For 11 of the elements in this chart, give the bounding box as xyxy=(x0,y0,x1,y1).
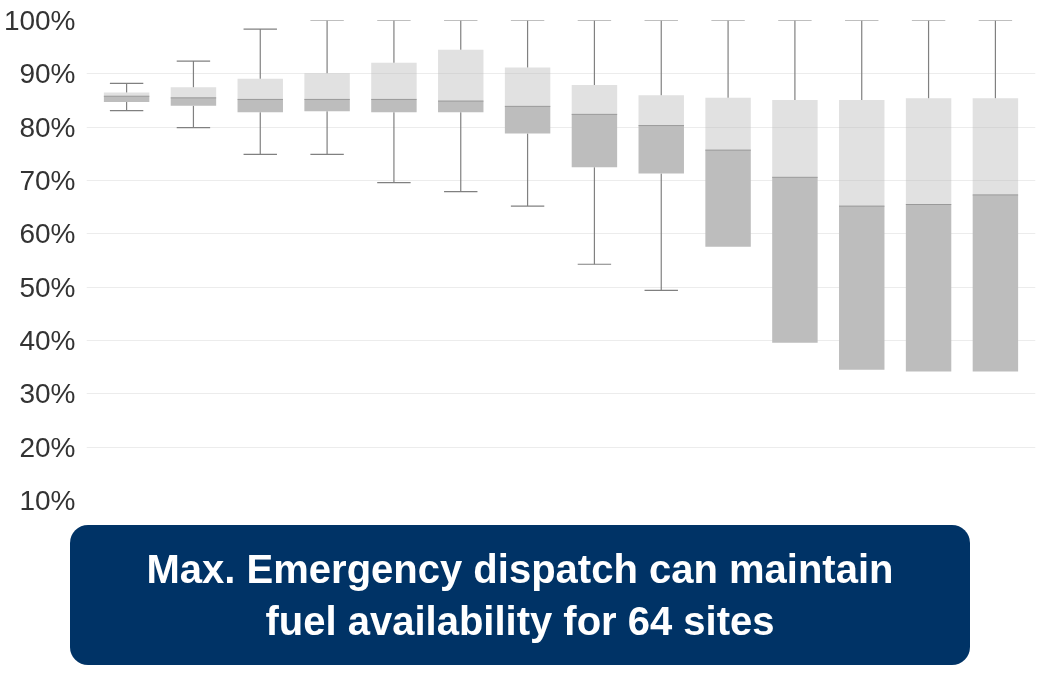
y-tick-label: 10% xyxy=(19,485,76,516)
y-tick-label: 90% xyxy=(19,58,76,90)
y-tick-label: 70% xyxy=(19,165,76,196)
y-tick-label: 60% xyxy=(19,218,76,250)
y-tick-label: 50% xyxy=(19,271,76,303)
y-tick-label: 30% xyxy=(19,378,76,410)
y-tick-label: 80% xyxy=(19,111,76,143)
y-tick-label: 100% xyxy=(3,5,76,36)
y-tick-label: 20% xyxy=(19,431,76,463)
y-tick-label: 40% xyxy=(19,325,76,356)
text: Max. Emergency dispatch can maintain fuel availability for 64 sites xyxy=(145,546,895,645)
